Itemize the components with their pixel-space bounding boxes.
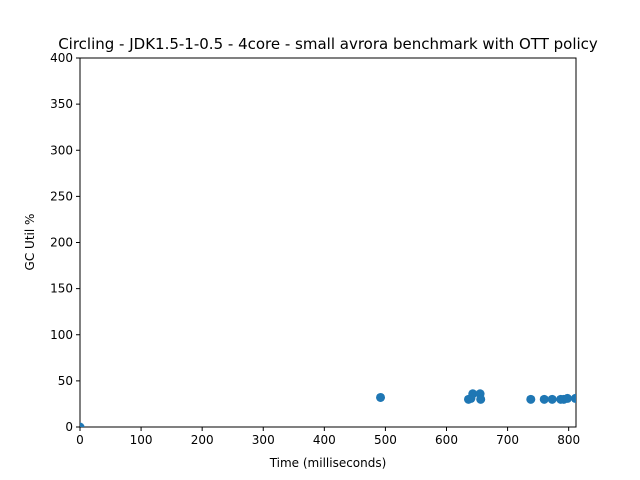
y-axis-ticks: 0 50 100 150 200 250 300 350 400 [50, 51, 80, 434]
y-axis-label: GC Util % [23, 214, 37, 271]
y-tick-label-300: 300 [50, 143, 73, 157]
chart-title: Circling - JDK1.5-1-0.5 - 4core - small … [58, 35, 598, 53]
x-tick-label-200: 200 [191, 433, 214, 447]
y-tick-label-250: 250 [50, 189, 73, 203]
plot-area [79, 57, 577, 428]
x-axis-label: Time (milliseconds) [269, 456, 387, 470]
x-tick-label-300: 300 [252, 433, 275, 447]
y-tick-label-50: 50 [58, 374, 73, 388]
data-point-12 [562, 393, 572, 403]
y-tick-label-0: 0 [65, 420, 73, 434]
data-point-9 [547, 394, 557, 404]
data-point-0 [80, 422, 85, 427]
data-point-1 [376, 392, 386, 402]
x-tick-label-700: 700 [496, 433, 519, 447]
x-tick-label-600: 600 [435, 433, 458, 447]
x-tick-label-100: 100 [130, 433, 153, 447]
y-tick-label-400: 400 [50, 51, 73, 65]
data-point-4 [468, 389, 478, 399]
y-tick-label-100: 100 [50, 328, 73, 342]
x-tick-label-800: 800 [557, 433, 580, 447]
y-tick-label-200: 200 [50, 236, 73, 250]
x-tick-label-400: 400 [313, 433, 336, 447]
y-tick-label-150: 150 [50, 282, 73, 296]
data-points [80, 389, 576, 427]
x-tick-label-0: 0 [76, 433, 84, 447]
data-point-13 [570, 393, 576, 403]
x-axis-ticks: 0 100 200 300 400 500 600 700 800 [76, 427, 580, 447]
data-point-7 [526, 394, 536, 404]
x-tick-label-500: 500 [374, 433, 397, 447]
y-tick-label-350: 350 [50, 97, 73, 111]
data-point-6 [476, 394, 486, 404]
plot-frame [79, 57, 577, 428]
data-point-8 [539, 394, 549, 404]
